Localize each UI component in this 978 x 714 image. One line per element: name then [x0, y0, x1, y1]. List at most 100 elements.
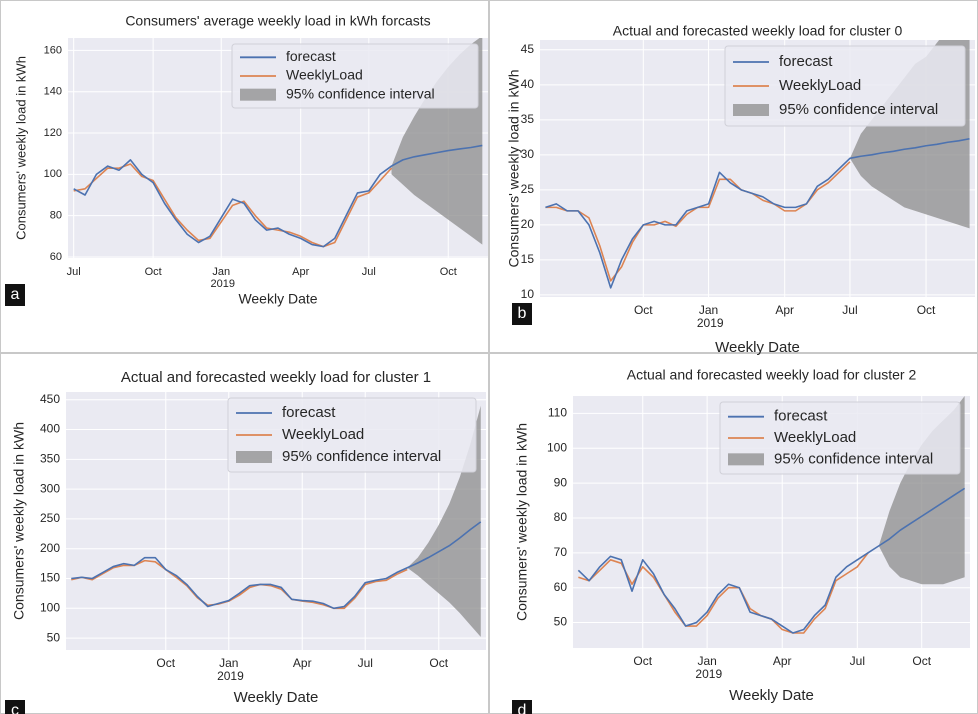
plot-layer	[71, 405, 482, 637]
legend-box	[227, 397, 477, 473]
tick-label-line: 2019	[214, 669, 244, 683]
x-tick-label: Jan 2019	[214, 656, 244, 683]
legend-label: forecast	[774, 408, 828, 425]
y-tick-label: 50	[47, 630, 61, 644]
y-tick-label: 140	[44, 86, 62, 98]
tick-label-line: 2019	[694, 316, 724, 330]
x-axis-label: Weekly Date	[234, 689, 319, 706]
series-line	[73, 144, 483, 248]
x-tick-label: Oct	[145, 266, 162, 278]
x-tick-label: Apr	[775, 303, 794, 317]
y-tick-label: 60	[554, 580, 568, 594]
chart-panel: 10 15 20 25 30 35 40 45 Oct Jan 2019 Apr Jul Oct Actu…	[506, 23, 975, 356]
y-tick-label: 50	[554, 615, 568, 629]
legend-label: WeeklyLoad	[286, 67, 363, 83]
legend: forecast WeeklyLoad 95% confidence interva…	[227, 397, 477, 473]
chart-panel: 50 100 150 200 250 300 350 400 450 Oct Jan 2019 Apr…	[5, 369, 486, 714]
panel-frame	[0, 0, 489, 353]
series-line	[577, 487, 966, 634]
x-tick-label: Jul	[850, 654, 865, 668]
x-tick-label: Jul	[362, 266, 376, 278]
panel-letter-box	[5, 700, 25, 714]
x-tick-label: Oct	[429, 656, 448, 670]
y-axis-label: Consumers' weekly load in kWh	[514, 423, 530, 621]
legend: forecast WeeklyLoad 95% confidence interva…	[724, 45, 966, 127]
chart-panel: 60 80 100 120 140 160 Jul Oct Jan 2019 Apr Jul Oct C…	[5, 13, 488, 307]
series-line	[71, 521, 482, 610]
x-tick-label: Apr	[292, 266, 309, 278]
confidence-band	[407, 405, 481, 637]
tick-label-line: Jan	[212, 266, 230, 278]
x-tick-label: Jul	[67, 266, 81, 278]
y-tick-label: 150	[40, 571, 60, 585]
y-tick-label: 160	[44, 44, 62, 56]
y-tick-label: 300	[40, 481, 60, 495]
y-tick-label: 20	[521, 217, 535, 231]
series-line	[545, 137, 970, 289]
y-tick-label: 200	[40, 541, 60, 555]
series-line	[71, 559, 408, 610]
tick-label-line: 2019	[692, 667, 722, 681]
legend-swatch	[240, 88, 276, 101]
y-tick-label: 30	[521, 147, 535, 161]
chart-title: Consumers' average weekly load in kWh fo…	[125, 13, 430, 29]
tick-label-line: Jan	[699, 303, 718, 317]
legend-label: forecast	[779, 53, 833, 70]
y-tick-label: 110	[548, 406, 567, 420]
panel-letter-box	[512, 700, 532, 714]
legend: forecast WeeklyLoad 95% confidence interva…	[719, 401, 961, 475]
legend-label: WeeklyLoad	[779, 77, 861, 94]
x-tick-label: Oct	[912, 654, 931, 668]
y-tick-label: 250	[40, 511, 60, 525]
legend-label: 95% confidence interval	[286, 85, 435, 101]
y-tick-label: 80	[554, 510, 568, 524]
x-axis-label: Weekly Date	[729, 687, 814, 704]
panel-letter: b	[518, 305, 527, 322]
legend-label: 95% confidence interval	[282, 448, 441, 465]
panel-letter: a	[11, 286, 20, 303]
legend-swatch	[733, 104, 769, 116]
chart-title: Actual and forecasted weekly load for cl…	[627, 367, 917, 383]
y-tick-label: 400	[40, 422, 60, 436]
tick-label-line: Jan	[219, 656, 238, 670]
x-axis-label: Weekly Date	[715, 339, 800, 356]
legend-label: forecast	[282, 404, 336, 421]
y-tick-label: 10	[521, 287, 535, 301]
y-tick-label: 60	[50, 251, 62, 263]
panel-letter: d	[518, 702, 527, 714]
legend-box	[231, 43, 479, 109]
y-tick-label: 15	[521, 252, 535, 266]
y-tick-label: 45	[521, 42, 535, 56]
y-tick-label: 100	[547, 440, 567, 454]
y-tick-label: 25	[521, 182, 535, 196]
panel-letter-box	[5, 284, 25, 306]
legend-swatch	[728, 453, 764, 466]
y-axis-label: Consumers' weekly load in kWh	[11, 422, 27, 620]
y-tick-label: 100	[44, 168, 62, 180]
x-tick-label: Jul	[358, 656, 373, 670]
tick-label-line: Jan	[697, 654, 716, 668]
y-tick-label: 100	[40, 600, 60, 614]
x-tick-label: Jan 2019	[207, 266, 235, 290]
panel-letter-box	[512, 303, 532, 325]
y-tick-label: 120	[44, 127, 62, 139]
chart-panel: 50 60 70 80 90 100 110 Oct Jan 2019 Apr Jul Oct Actu…	[512, 367, 970, 714]
legend-label: 95% confidence interval	[774, 450, 933, 467]
y-tick-label: 450	[40, 392, 60, 406]
y-tick-label: 40	[521, 77, 535, 91]
y-tick-label: 80	[50, 210, 62, 222]
legend-swatch	[236, 451, 272, 463]
x-tick-label: Oct	[634, 303, 653, 317]
x-tick-label: Jan 2019	[692, 654, 722, 681]
panel-letter: c	[11, 702, 19, 714]
chart-title: Actual and forecasted weekly load for cl…	[613, 23, 903, 39]
y-tick-label: 90	[554, 475, 568, 489]
x-tick-label: Oct	[156, 656, 175, 670]
y-axis-label: Consumers' weekly load in kWh	[13, 56, 28, 240]
legend-box	[719, 401, 961, 475]
tick-label-line: 2019	[207, 278, 235, 290]
x-tick-label: Oct	[917, 303, 936, 317]
x-tick-label: Jul	[842, 303, 857, 317]
chart-title: Actual and forecasted weekly load for cl…	[121, 369, 431, 386]
